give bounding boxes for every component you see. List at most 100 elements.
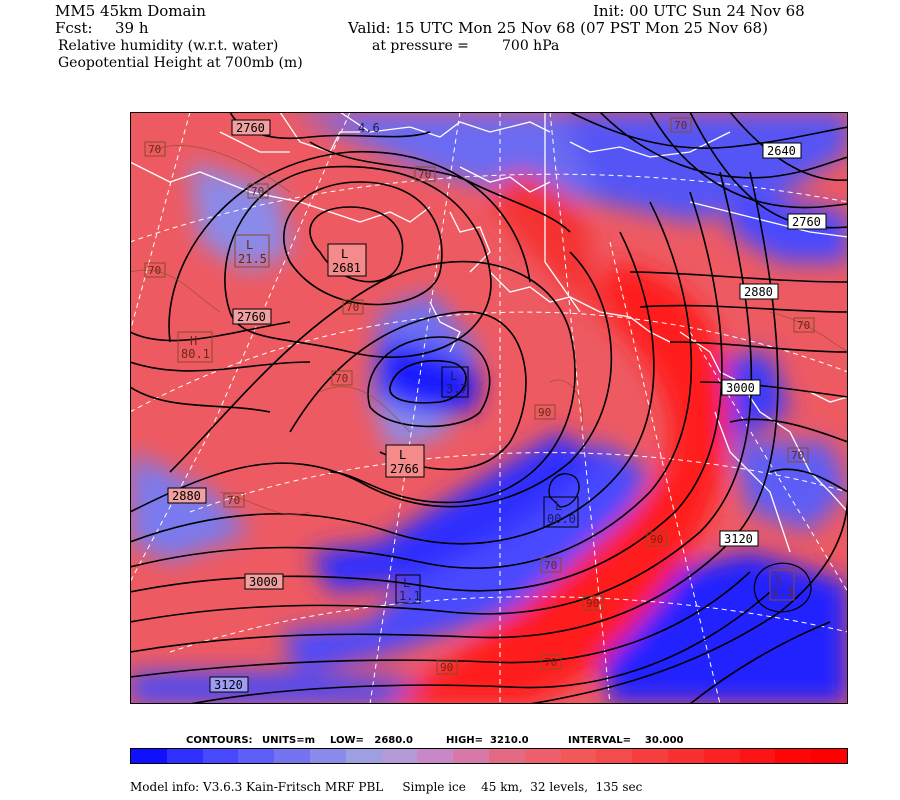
low-center-21-5: L 21.5: [234, 234, 270, 268]
color-bar-swatch: [739, 749, 776, 763]
domain-title: MM5 45km Domain: [55, 2, 206, 20]
low-center-1-1: L 1.1: [395, 574, 421, 604]
svg-text:70: 70: [544, 559, 557, 572]
contour-label-2760-c: 2760: [232, 308, 272, 325]
rh-label: 70: [414, 166, 436, 182]
svg-text:L: L: [341, 247, 348, 261]
svg-text:H: H: [190, 334, 197, 348]
svg-text:L: L: [555, 499, 562, 513]
height-contours: [130, 112, 848, 704]
color-bar-swatch: [202, 749, 239, 763]
svg-text:90: 90: [650, 533, 663, 546]
contour-label-3000-b: 3000: [244, 573, 284, 590]
svg-text:70: 70: [227, 494, 240, 507]
color-bar-swatch: [238, 749, 275, 763]
color-bar-swatch: [166, 749, 203, 763]
rh-label: 70: [144, 141, 166, 157]
svg-text:2640: 2640: [767, 144, 796, 158]
svg-text:L: L: [776, 572, 783, 586]
contour-label-3000-a: 3000: [721, 379, 761, 396]
rh-label: 70: [793, 317, 815, 333]
color-bar-swatch: [453, 749, 489, 763]
color-bar-swatch: [381, 749, 418, 763]
color-bar-swatch: [811, 749, 847, 763]
svg-text:3120: 3120: [724, 532, 753, 546]
model-info: Model info: V3.6.3 Kain-Fritsch MRF PBL …: [130, 780, 643, 794]
svg-text:3000: 3000: [726, 381, 755, 395]
field2-label: Geopotential Height at 700mb (m): [58, 55, 303, 71]
svg-text:1.3: 1.3: [772, 585, 794, 599]
contours-label: CONTOURS:: [186, 735, 253, 746]
rh-label: 90: [534, 404, 556, 420]
svg-text:2760: 2760: [237, 310, 266, 324]
contour-label-3120-b: 3120: [209, 676, 249, 693]
svg-text:2766: 2766: [390, 462, 419, 476]
svg-text:L: L: [450, 369, 457, 383]
svg-text:70: 70: [791, 449, 804, 462]
svg-text:70: 70: [346, 301, 359, 314]
color-bar-swatch: [131, 749, 167, 763]
svg-text:70: 70: [251, 185, 264, 198]
contour-label-2760-a: 2760: [231, 119, 271, 136]
rh-label: 70: [670, 117, 692, 133]
svg-text:70: 70: [148, 143, 161, 156]
color-bar-swatch: [775, 749, 812, 763]
svg-text:70: 70: [544, 656, 557, 669]
rh-label: 70: [247, 183, 269, 199]
lat-lon-grid: [130, 112, 848, 704]
color-bar-swatch: [632, 749, 668, 763]
pressure-centers: L 2681 L 2766 L 21.5 L 3.7 L 1.1 L 00.0: [177, 121, 795, 604]
svg-text:4.6: 4.6: [358, 121, 380, 135]
center-label-4-6: 4.6: [358, 121, 380, 135]
svg-text:L: L: [246, 238, 253, 252]
pressure-value: 700 hPa: [502, 38, 560, 54]
color-bar-swatch: [309, 749, 346, 763]
rh-label: 70: [787, 447, 809, 463]
contour-label-2880-b: 2880: [167, 487, 207, 504]
forecast-label: Fcst:: [55, 19, 93, 37]
weather-map: 2760 2640 2760 2880 2760 3000 2880 3120 …: [130, 112, 848, 704]
svg-text:90: 90: [586, 597, 599, 610]
color-bar-swatch: [524, 749, 561, 763]
contour-label-2760-b: 2760: [787, 213, 827, 230]
svg-text:2760: 2760: [792, 215, 821, 229]
svg-text:70: 70: [674, 119, 687, 132]
contours-units: UNITS=m: [262, 735, 316, 746]
svg-text:2880: 2880: [744, 285, 773, 299]
contour-labels: 2760 2640 2760 2880 2760 3000 2880 3120 …: [167, 119, 827, 693]
init-time: Init: 00 UTC Sun 24 Nov 68: [593, 2, 805, 20]
svg-text:70: 70: [418, 168, 431, 181]
map-canvas: 2760 2640 2760 2880 2760 3000 2880 3120 …: [130, 112, 848, 704]
svg-text:3120: 3120: [214, 678, 243, 692]
svg-text:2681: 2681: [332, 261, 361, 275]
rh-label: 90: [646, 531, 668, 547]
field1-label: Relative humidity (w.r.t. water): [58, 38, 279, 54]
rh-label: 70: [331, 370, 353, 386]
high-center-80-1: H 80.1: [177, 331, 213, 363]
contours-interval: INTERVAL= 30.000: [568, 735, 684, 746]
svg-text:2760: 2760: [236, 121, 265, 135]
color-bar: [130, 748, 848, 764]
svg-text:2880: 2880: [172, 489, 201, 503]
forecast-hours: 39 h: [115, 19, 149, 37]
svg-text:L: L: [403, 576, 410, 590]
low-center-1-3: L 1.3: [769, 569, 795, 601]
svg-text:70: 70: [148, 264, 161, 277]
color-bar-swatch: [345, 749, 382, 763]
rh-label: 70: [342, 299, 364, 315]
map-border: [130, 112, 848, 704]
svg-text:90: 90: [538, 406, 551, 419]
rh-label: 90: [436, 659, 458, 675]
svg-text:00.0: 00.0: [547, 512, 576, 526]
low-center-rings: [548, 473, 812, 613]
valid-time: Valid: 15 UTC Mon 25 Nov 68 (07 PST Mon …: [348, 19, 768, 37]
svg-text:1.1: 1.1: [399, 589, 421, 603]
svg-text:3.7: 3.7: [446, 382, 468, 396]
rh-label: 70: [540, 654, 562, 670]
rh-label: 70: [223, 492, 245, 508]
contour-label-3120-a: 3120: [719, 530, 759, 547]
color-bar-swatch: [667, 749, 704, 763]
low-center-3-7: L 3.7: [441, 366, 469, 398]
color-bar-swatch: [274, 749, 310, 763]
rh-label: 70: [540, 557, 562, 573]
